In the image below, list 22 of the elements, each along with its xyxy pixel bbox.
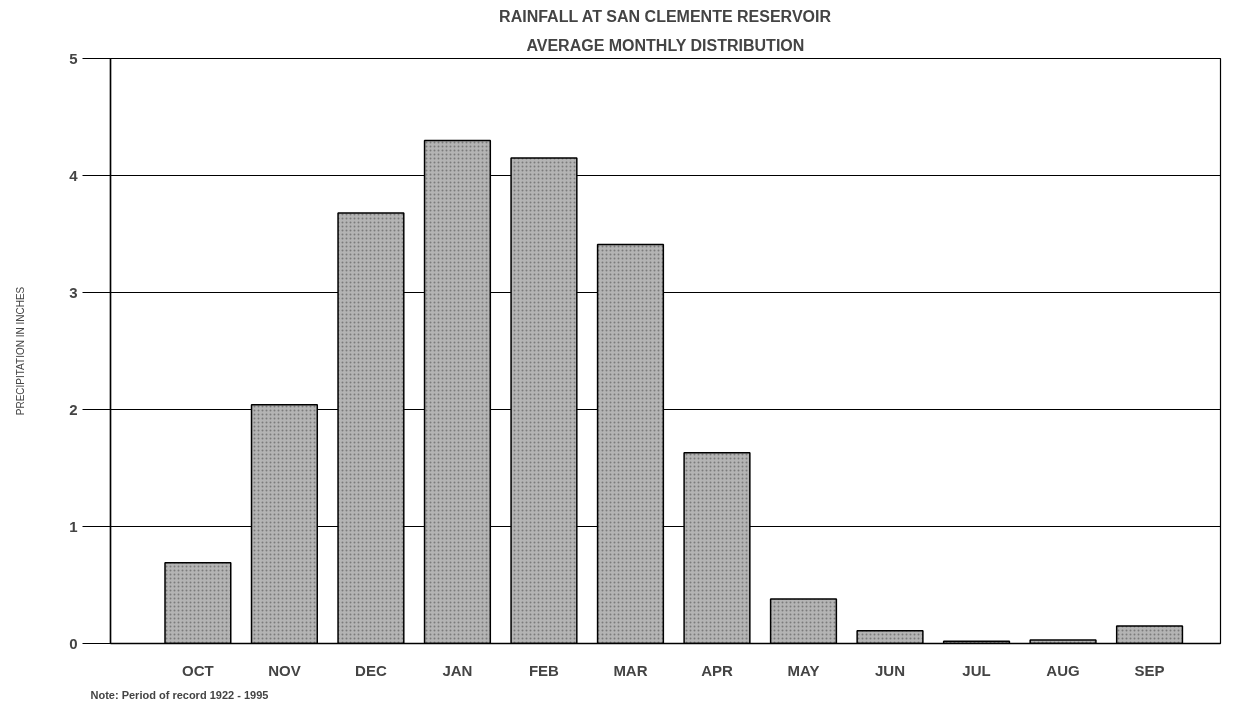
- chart-subtitle: AVERAGE MONTHLY DISTRIBUTION: [526, 36, 805, 54]
- x-tick-label: APR: [701, 661, 733, 679]
- y-tick-label: 5: [69, 49, 78, 67]
- y-tick-label: 1: [69, 517, 78, 535]
- y-tick-label: 0: [69, 634, 78, 652]
- x-tick-label: FEB: [528, 661, 560, 679]
- x-tick-label: NOV: [268, 661, 301, 679]
- y-tick-label: 3: [69, 283, 78, 301]
- text: Note: Period of record 1922 - 1995: [90, 688, 269, 701]
- x-tick-label: AUG: [1046, 661, 1080, 679]
- y-tick-label: 2: [69, 400, 78, 418]
- chart-title: RAINFALL AT SAN CLEMENTE RESERVOIR: [499, 7, 832, 25]
- x-tick-label: SEP: [1134, 661, 1165, 679]
- x-tick-label: JAN: [442, 661, 473, 679]
- x-tick-label: MAY: [787, 661, 820, 679]
- x-tick-label: OCT: [182, 661, 214, 679]
- y-tick-label: 4: [69, 166, 79, 184]
- x-tick-label: MAR: [613, 661, 648, 679]
- x-tick-label: JUL: [962, 661, 991, 679]
- y-axis-title: PRECIPITATION IN INCHES: [15, 286, 27, 416]
- x-tick-label: JUN: [875, 661, 906, 679]
- x-tick-label: DEC: [355, 661, 387, 679]
